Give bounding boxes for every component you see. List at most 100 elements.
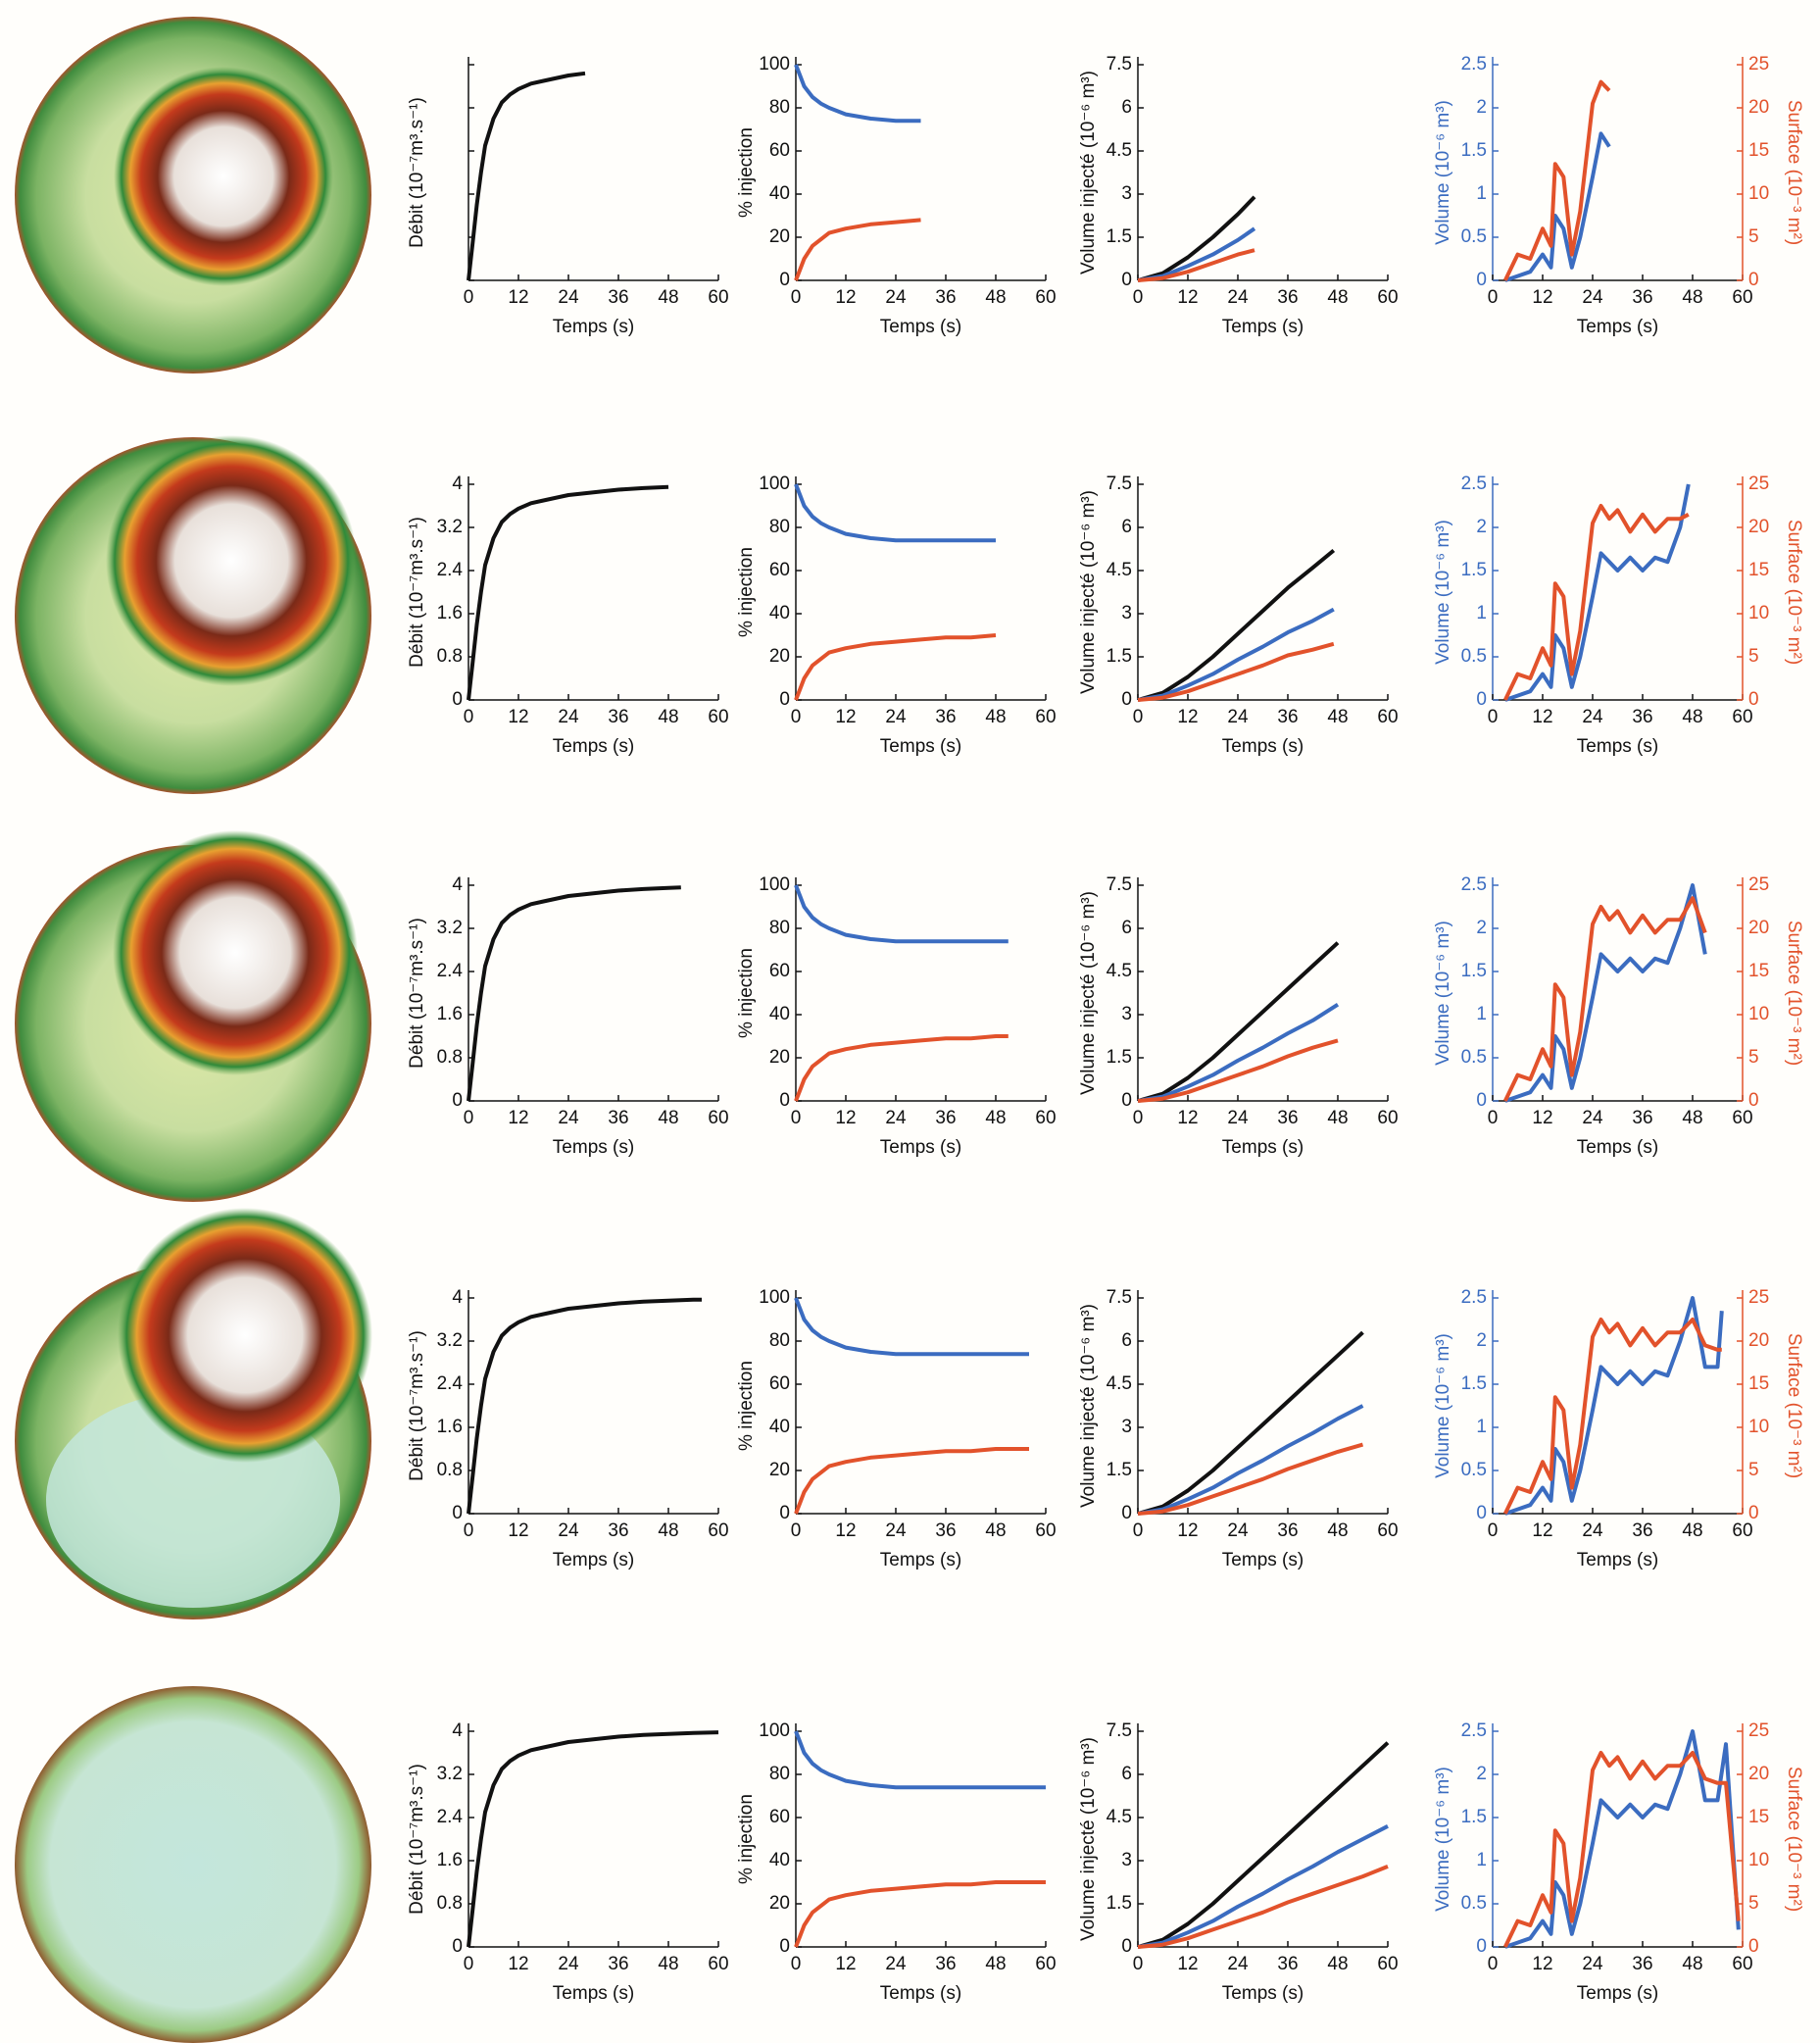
series-line [467, 484, 669, 701]
x-tick-label: 24 [558, 287, 579, 308]
x-tick-label: 0 [791, 1520, 802, 1541]
x-tick-label: 12 [1177, 1954, 1198, 1974]
y-tick-label: 2.5 [1461, 473, 1487, 494]
y-tick-label: 4.5 [1107, 1807, 1132, 1827]
series-line [1137, 607, 1335, 702]
y2-tick-label: 25 [1748, 1287, 1769, 1308]
x-tick-label: 60 [1035, 1108, 1056, 1128]
series-line [1504, 883, 1707, 1103]
y2-tick-label: 10 [1748, 1850, 1769, 1870]
y-tick-label: 80 [769, 517, 790, 537]
x-tick-label: 36 [608, 1108, 628, 1128]
series-line [1504, 1296, 1724, 1516]
y2-tick-label: 0 [1748, 1503, 1759, 1523]
x-tick-label: 48 [1327, 1954, 1348, 1974]
series-line [794, 1297, 1029, 1357]
y-tick-label: 3 [1121, 1417, 1132, 1437]
series-line [794, 1034, 1008, 1102]
y-tick-label: 1.5 [1461, 961, 1487, 981]
y-axis-label: Volume injecté (10⁻⁶ m³) [1078, 891, 1099, 1095]
y-tick-label: 2.4 [437, 1373, 464, 1394]
series-line [1137, 1003, 1340, 1103]
y-axis-label: Débit (10⁻⁷m³.s⁻¹) [407, 1330, 427, 1481]
y-tick-label: 0 [1476, 1503, 1487, 1523]
series-line [1137, 248, 1255, 282]
y2-tick-label: 0 [1748, 1090, 1759, 1111]
x-tick-label: 60 [1377, 287, 1398, 308]
x-tick-label: 0 [464, 1520, 474, 1541]
x-tick-label: 0 [464, 707, 474, 727]
y-tick-label: 2.5 [1461, 1720, 1487, 1741]
y-tick-label: 0.5 [1461, 1460, 1487, 1480]
x-tick-label: 24 [1227, 1108, 1249, 1128]
hot-spot [113, 830, 358, 1075]
x-tick-label: 48 [985, 1954, 1006, 1974]
series-line [794, 1730, 1046, 1790]
x-axis-label: Temps (s) [553, 317, 634, 337]
x-axis-label: Temps (s) [553, 1983, 634, 2004]
series-line [794, 1447, 1029, 1515]
y-tick-label: 6 [1121, 97, 1132, 118]
y-tick-label: 3 [1121, 1004, 1132, 1024]
y-tick-label: 60 [769, 1373, 790, 1394]
y2-tick-label: 0 [1748, 1936, 1759, 1957]
x-tick-label: 48 [985, 1520, 1006, 1541]
y2-tick-label: 5 [1748, 1460, 1759, 1480]
x-tick-label: 36 [1632, 707, 1652, 727]
y-tick-label: 0 [779, 1090, 790, 1111]
y-tick-label: 1.5 [1107, 226, 1132, 247]
y2-tick-label: 20 [1748, 1330, 1769, 1351]
x-axis-label: Temps (s) [553, 1137, 634, 1158]
x-tick-label: 48 [985, 707, 1006, 727]
y2-axis-label: Surface (10⁻³ m²) [1784, 520, 1804, 665]
x-tick-label: 48 [985, 287, 1006, 308]
x-tick-label: 48 [1327, 707, 1348, 727]
x-tick-label: 36 [608, 287, 628, 308]
y-tick-label: 20 [769, 1047, 790, 1068]
y-tick-label: 1.6 [437, 1417, 463, 1437]
x-tick-label: 36 [935, 1520, 956, 1541]
y-tick-label: 0.8 [437, 1893, 463, 1914]
y2-tick-label: 25 [1748, 473, 1769, 494]
y-tick-label: 100 [759, 1720, 790, 1741]
y-tick-label: 0.8 [437, 1460, 463, 1480]
series-line [1502, 1318, 1722, 1515]
x-tick-label: 0 [1488, 1954, 1499, 1974]
x-tick-label: 0 [791, 1108, 802, 1128]
y-tick-label: 100 [759, 1287, 790, 1308]
y-tick-label: 1 [1476, 603, 1487, 623]
series-line [1502, 1751, 1741, 1948]
y-tick-label: 7.5 [1107, 473, 1132, 494]
y-tick-label: 60 [769, 140, 790, 161]
x-tick-label: 36 [1632, 287, 1652, 308]
x-tick-label: 36 [1277, 707, 1298, 727]
x-tick-label: 24 [558, 1520, 579, 1541]
x-tick-label: 24 [885, 1954, 907, 1974]
y-tick-label: 1.5 [1461, 1807, 1487, 1827]
y-axis-label: Volume (10⁻⁶ m³) [1433, 921, 1453, 1066]
y-tick-label: 2.4 [437, 961, 464, 981]
x-tick-label: 24 [1227, 707, 1249, 727]
y2-tick-label: 10 [1748, 183, 1769, 204]
series-line [1504, 483, 1691, 702]
y-axis-label: Volume (10⁻⁶ m³) [1433, 520, 1453, 665]
y2-tick-label: 15 [1748, 1807, 1769, 1827]
x-tick-label: 60 [1732, 1520, 1752, 1541]
x-tick-label: 12 [835, 707, 856, 727]
y-tick-label: 40 [769, 1004, 790, 1024]
y2-tick-label: 10 [1748, 603, 1769, 623]
x-tick-label: 60 [1732, 1108, 1752, 1128]
x-axis-label: Temps (s) [1577, 1983, 1658, 2004]
y-tick-label: 2.4 [437, 1807, 464, 1827]
y-tick-label: 0 [1121, 1503, 1132, 1523]
x-tick-label: 36 [1632, 1108, 1652, 1128]
series-line [467, 71, 586, 281]
y-tick-label: 0 [779, 1936, 790, 1957]
x-tick-label: 24 [1227, 1520, 1249, 1541]
y-axis-label: % injection [736, 547, 757, 637]
series-line [1504, 131, 1611, 282]
x-tick-label: 0 [1488, 287, 1499, 308]
series-line [794, 633, 997, 701]
